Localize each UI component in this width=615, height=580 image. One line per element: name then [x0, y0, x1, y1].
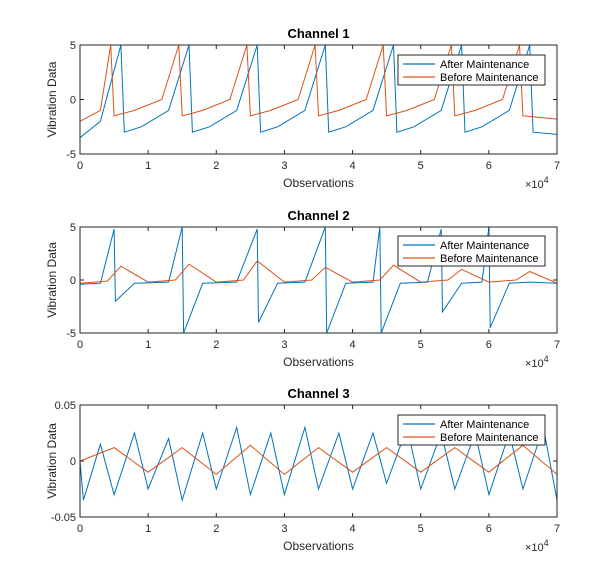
x-tick-label: 7 — [554, 339, 560, 351]
x-tick-label: 2 — [213, 523, 219, 535]
x-tick-label: 1 — [145, 523, 151, 535]
series-line-before-maintenance — [80, 260, 557, 284]
x-axis-label: Observations — [283, 539, 354, 553]
x-tick-label: 5 — [418, 160, 424, 172]
x-tick-label: 5 — [418, 523, 424, 535]
x-exponent-power: 4 — [544, 354, 549, 364]
x-tick-label: 0 — [77, 339, 83, 351]
legend-box — [397, 414, 546, 446]
x-tick-label: 6 — [486, 339, 492, 351]
x-tick-label: 2 — [213, 339, 219, 351]
x-exponent-power: 4 — [544, 175, 549, 185]
x-exponent-label: ×104 — [525, 354, 549, 370]
x-exponent-power: 4 — [544, 538, 549, 548]
x-tick-label: 5 — [418, 339, 424, 351]
y-tick-label: -0.05 — [51, 512, 76, 524]
legend-label: After Maintenance — [440, 240, 529, 252]
x-tick-label: 0 — [77, 160, 83, 172]
legend-box — [397, 235, 546, 267]
legend-label: Before Maintenance — [440, 72, 538, 84]
y-tick-label: -5 — [66, 149, 76, 161]
x-tick-label: 3 — [281, 160, 287, 172]
chart-title: Channel 2 — [287, 208, 349, 223]
legend-label: After Maintenance — [440, 59, 529, 71]
x-tick-label: 3 — [281, 339, 287, 351]
x-exponent-base: ×10 — [525, 542, 544, 554]
x-exponent-label: ×104 — [525, 538, 549, 554]
series-line-before-maintenance — [80, 444, 557, 476]
y-tick-label: -5 — [66, 328, 76, 340]
legend-box — [397, 54, 546, 86]
x-exponent-base: ×10 — [525, 358, 544, 370]
x-exponent-base: ×10 — [525, 179, 544, 191]
chart-title: Channel 1 — [287, 26, 349, 41]
y-tick-label: 0 — [70, 456, 76, 468]
legend-label: Before Maintenance — [440, 432, 538, 444]
series-line-before-maintenance — [80, 45, 557, 122]
x-tick-label: 4 — [350, 523, 356, 535]
y-tick-label: 0 — [70, 275, 76, 287]
legend-label: After Maintenance — [440, 419, 529, 431]
y-tick-label: 0 — [70, 95, 76, 107]
x-tick-label: 6 — [486, 160, 492, 172]
x-tick-label: 4 — [350, 160, 356, 172]
x-axis-label: Observations — [283, 355, 354, 369]
y-axis-label: Vibration Data — [45, 61, 59, 137]
y-tick-label: 5 — [70, 40, 76, 52]
series-line-after-maintenance — [80, 227, 557, 333]
y-axis-label: Vibration Data — [45, 242, 59, 318]
y-axis-label: Vibration Data — [45, 423, 59, 499]
x-tick-label: 4 — [350, 339, 356, 351]
y-tick-label: 5 — [70, 222, 76, 234]
x-exponent-label: ×104 — [525, 175, 549, 191]
y-tick-label: 0.05 — [55, 400, 76, 412]
chart-title: Channel 3 — [287, 386, 349, 401]
x-tick-label: 0 — [77, 523, 83, 535]
x-axis-label: Observations — [283, 176, 354, 190]
x-tick-label: 3 — [281, 523, 287, 535]
x-tick-label: 6 — [486, 523, 492, 535]
legend-label: Before Maintenance — [440, 253, 538, 265]
x-tick-label: 7 — [554, 160, 560, 172]
x-tick-label: 1 — [145, 339, 151, 351]
series-line-after-maintenance — [80, 45, 557, 139]
x-tick-label: 7 — [554, 523, 560, 535]
x-tick-label: 2 — [213, 160, 219, 172]
x-tick-label: 1 — [145, 160, 151, 172]
